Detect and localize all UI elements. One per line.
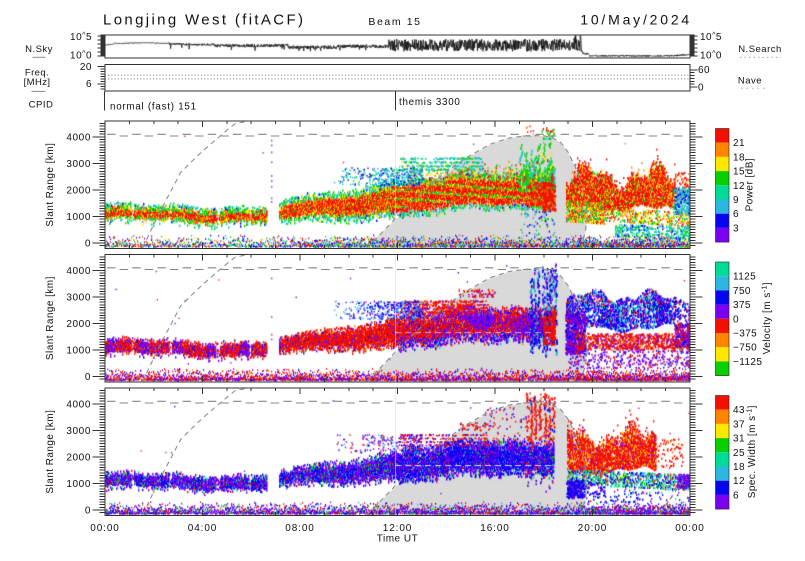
svg-text:Beam 15: Beam 15: [368, 16, 421, 28]
svg-text:Time UT: Time UT: [377, 534, 418, 545]
svg-text:Slant Range [km]: Slant Range [km]: [45, 143, 56, 227]
svg-text:16:00: 16:00: [480, 523, 510, 534]
svg-text:4000: 4000: [66, 266, 91, 277]
svg-text:3000: 3000: [66, 159, 91, 170]
svg-text:Power [dB]: Power [dB]: [745, 158, 756, 211]
svg-text:normal (fast) 151: normal (fast) 151: [110, 102, 197, 113]
svg-text:N.Sky: N.Sky: [25, 44, 53, 55]
svg-text:0: 0: [698, 82, 704, 93]
svg-text:−750: −750: [733, 343, 757, 354]
svg-text:0: 0: [733, 314, 739, 325]
svg-text:6: 6: [86, 79, 92, 90]
svg-text:12: 12: [733, 476, 745, 487]
svg-text:themis 3300: themis 3300: [399, 97, 461, 108]
svg-text:10^5: 10^5: [700, 32, 722, 43]
svg-text:10/May/2024: 10/May/2024: [580, 12, 692, 28]
svg-text:Nave: Nave: [738, 76, 762, 87]
svg-text:4000: 4000: [66, 132, 91, 143]
svg-text:43: 43: [733, 405, 745, 416]
svg-text:375: 375: [733, 300, 751, 311]
svg-text:04:00: 04:00: [188, 523, 218, 534]
svg-text:1000: 1000: [66, 212, 91, 223]
svg-text:6: 6: [733, 209, 739, 220]
svg-text:2000: 2000: [66, 319, 91, 330]
svg-text:0: 0: [85, 372, 91, 383]
svg-text:2000: 2000: [66, 185, 91, 196]
svg-text:60: 60: [698, 65, 710, 76]
svg-text:Longjing West (fitACF): Longjing West (fitACF): [103, 12, 305, 29]
svg-text:3000: 3000: [66, 426, 91, 437]
svg-text:0: 0: [85, 239, 91, 250]
svg-text:10^0: 10^0: [700, 51, 722, 62]
svg-text:6: 6: [733, 490, 739, 501]
svg-text:[MHz]: [MHz]: [24, 77, 51, 88]
svg-text:1125: 1125: [733, 272, 756, 283]
svg-text:10^5: 10^5: [70, 32, 92, 43]
svg-text:N.Search: N.Search: [738, 44, 782, 55]
svg-text:Velocity [m s-1]: Velocity [m s-1]: [762, 282, 774, 354]
svg-text:00:00: 00:00: [675, 523, 705, 534]
svg-text:20: 20: [80, 62, 92, 73]
svg-text:20:00: 20:00: [578, 523, 608, 534]
svg-text:18: 18: [733, 152, 745, 163]
svg-text:2000: 2000: [66, 452, 91, 463]
svg-text:12:00: 12:00: [383, 523, 413, 534]
svg-text:Slant Range [km]: Slant Range [km]: [45, 276, 56, 360]
svg-text:1000: 1000: [66, 345, 91, 356]
svg-text:Slant Range [km]: Slant Range [km]: [45, 410, 56, 494]
svg-text:31: 31: [733, 434, 745, 445]
svg-text:1000: 1000: [66, 479, 91, 490]
svg-text:Freq.: Freq.: [25, 68, 49, 79]
svg-text:750: 750: [733, 286, 751, 297]
svg-text:CPID: CPID: [29, 100, 54, 111]
svg-text:4000: 4000: [66, 399, 91, 410]
svg-text:3000: 3000: [66, 292, 91, 303]
svg-text:00:00: 00:00: [90, 523, 120, 534]
svg-text:15: 15: [733, 167, 745, 178]
svg-text:Spec. Width [m s-1]: Spec. Width [m s-1]: [747, 405, 759, 498]
svg-text:21: 21: [733, 138, 745, 149]
svg-text:10^0: 10^0: [70, 51, 92, 62]
svg-text:08:00: 08:00: [285, 523, 315, 534]
svg-text:37: 37: [733, 419, 745, 430]
svg-text:−375: −375: [733, 329, 757, 340]
svg-text:12: 12: [733, 181, 745, 192]
svg-text:25: 25: [733, 448, 745, 459]
svg-text:−1125: −1125: [733, 357, 762, 368]
svg-text:3: 3: [733, 223, 739, 234]
svg-text:0: 0: [85, 506, 91, 517]
svg-text:9: 9: [733, 195, 739, 206]
svg-text:18: 18: [733, 462, 745, 473]
